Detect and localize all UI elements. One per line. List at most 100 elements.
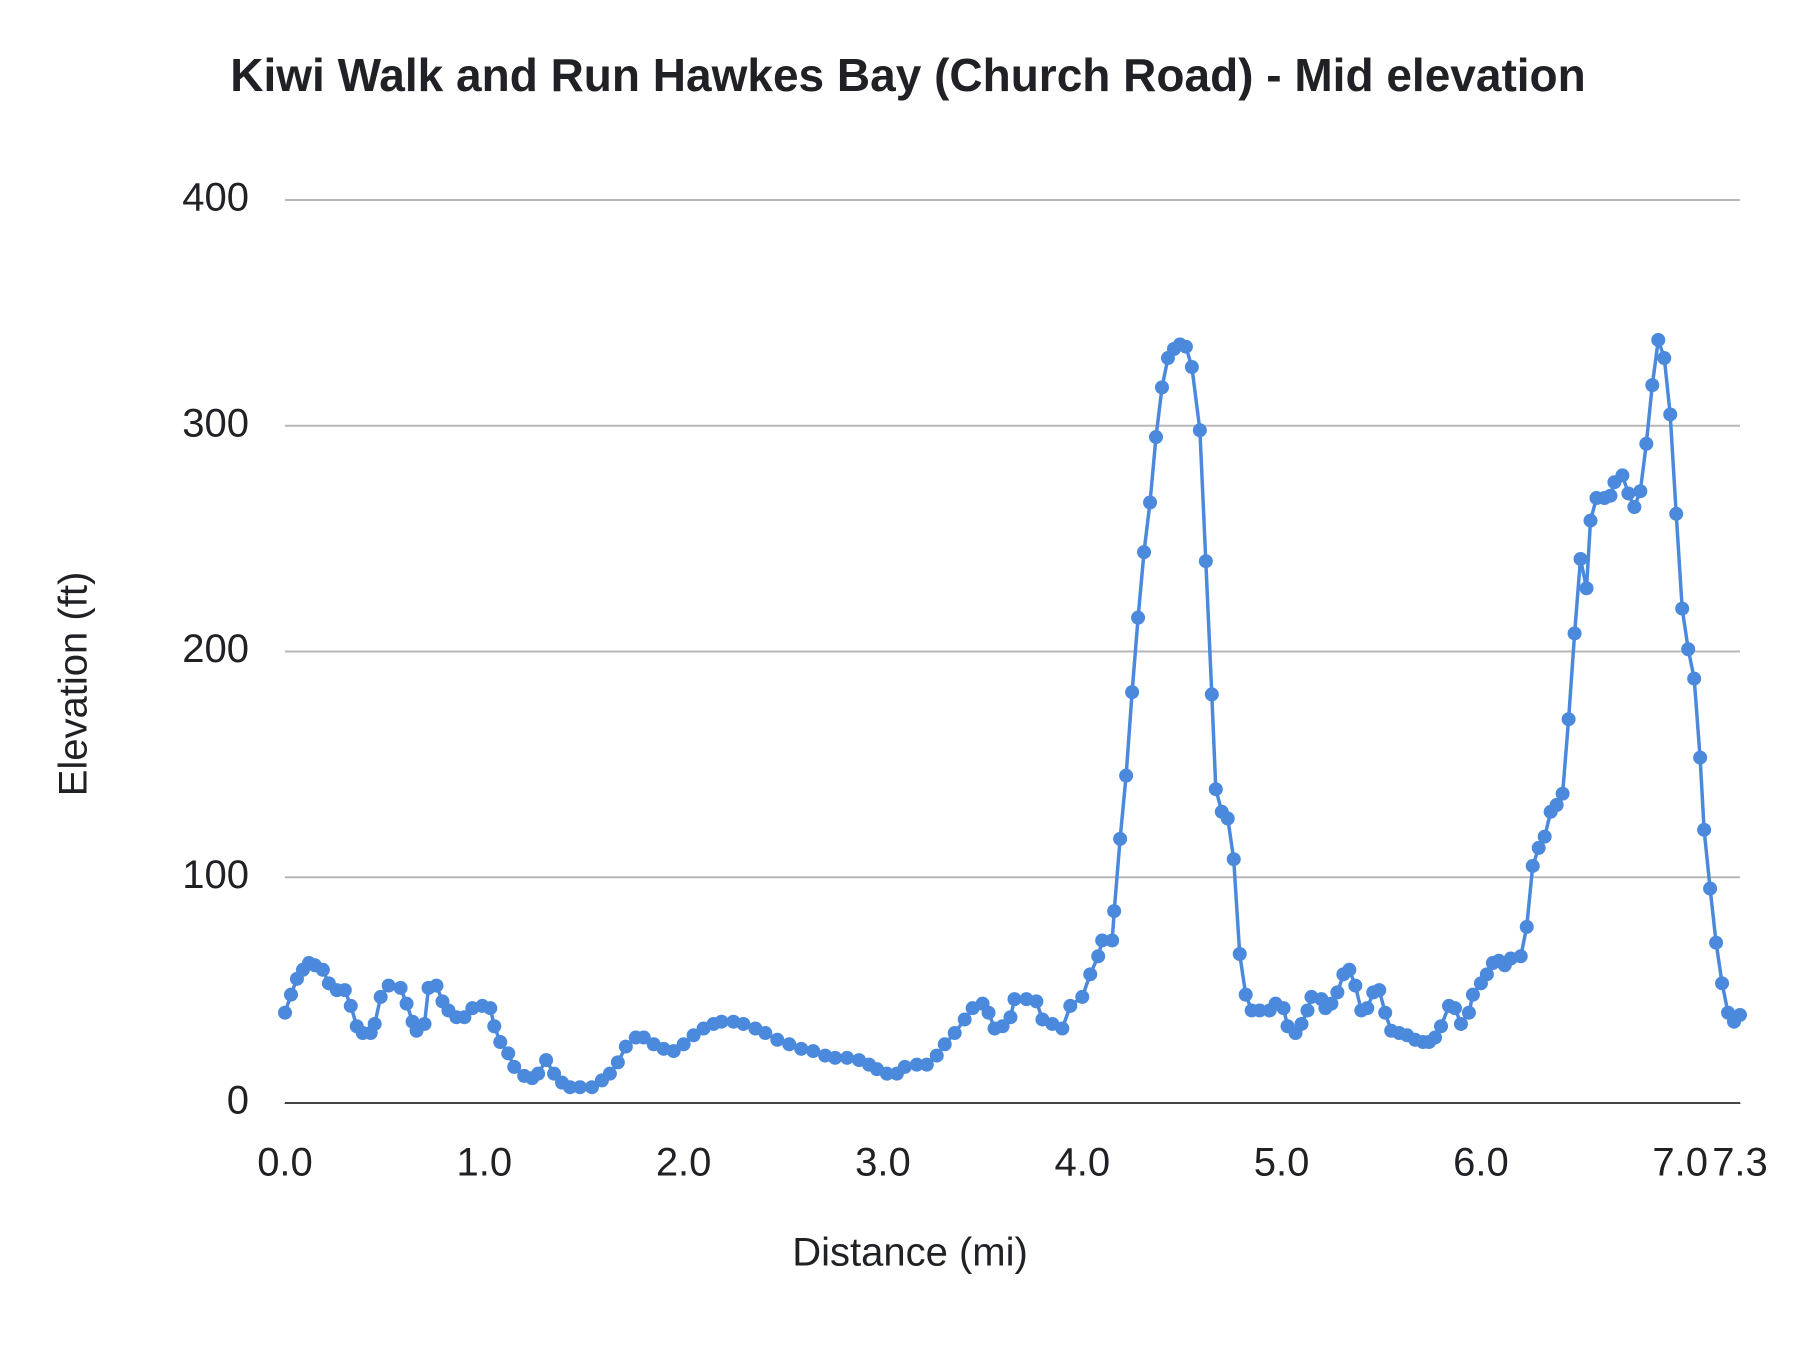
point xyxy=(957,1012,972,1027)
point xyxy=(1226,852,1241,867)
point xyxy=(1465,987,1480,1002)
point xyxy=(1615,468,1630,483)
point xyxy=(618,1039,633,1054)
point xyxy=(1549,798,1564,813)
point xyxy=(1633,484,1648,499)
point xyxy=(879,1066,894,1081)
point xyxy=(806,1044,821,1059)
point xyxy=(1003,1010,1018,1025)
x-tick-label: 2.0 xyxy=(656,1141,712,1185)
point xyxy=(1137,545,1152,560)
point xyxy=(1252,1003,1267,1018)
point xyxy=(1294,1016,1309,1031)
point xyxy=(1733,1007,1747,1022)
point xyxy=(1324,996,1339,1011)
point xyxy=(1669,506,1684,521)
point xyxy=(1220,811,1235,826)
point xyxy=(1447,1001,1462,1016)
x-tick-label: 3.0 xyxy=(855,1141,911,1185)
point xyxy=(929,1048,944,1063)
point xyxy=(1561,712,1576,727)
y-tick-label: 100 xyxy=(182,853,249,897)
point xyxy=(676,1037,691,1052)
point xyxy=(1192,423,1207,438)
point xyxy=(1651,332,1666,347)
point xyxy=(1531,840,1546,855)
x-tick-label: 5.0 xyxy=(1254,1141,1310,1185)
point xyxy=(1573,551,1588,566)
point xyxy=(1372,983,1387,998)
point xyxy=(539,1053,554,1068)
point xyxy=(947,1026,962,1041)
y-tick-label: 0 xyxy=(227,1079,249,1123)
point xyxy=(1519,919,1534,934)
point xyxy=(897,1059,912,1074)
point xyxy=(1154,380,1169,395)
point xyxy=(1107,904,1122,919)
point xyxy=(417,1016,432,1031)
point xyxy=(1663,407,1678,422)
x-axis-title: Distance (mi) xyxy=(792,1231,1028,1275)
y-tick-label: 200 xyxy=(182,627,249,671)
point xyxy=(1579,581,1594,596)
point xyxy=(1627,500,1642,515)
point xyxy=(531,1066,546,1081)
point xyxy=(457,1010,472,1025)
point xyxy=(315,962,330,977)
point xyxy=(1208,782,1223,797)
point xyxy=(909,1057,924,1072)
point xyxy=(1330,985,1345,1000)
point xyxy=(343,998,358,1013)
point xyxy=(393,980,408,995)
point xyxy=(1645,378,1660,393)
point xyxy=(1091,949,1106,964)
point xyxy=(1238,987,1253,1002)
point xyxy=(337,983,352,998)
x-tick-label: 1.0 xyxy=(457,1141,513,1185)
point xyxy=(399,996,414,1011)
chart-title: Kiwi Walk and Run Hawkes Bay (Church Roa… xyxy=(230,49,1586,101)
point xyxy=(636,1030,651,1045)
point xyxy=(1083,967,1098,982)
point xyxy=(1583,513,1598,528)
point xyxy=(1342,962,1357,977)
point xyxy=(794,1041,809,1056)
point xyxy=(572,1080,587,1095)
point xyxy=(1461,1005,1476,1020)
point xyxy=(1378,1005,1393,1020)
point xyxy=(429,978,444,993)
point xyxy=(493,1035,508,1050)
point xyxy=(367,1016,382,1031)
point xyxy=(483,1001,498,1016)
x-tick-label: 6.0 xyxy=(1453,1141,1509,1185)
point xyxy=(1428,1030,1443,1045)
point xyxy=(610,1055,625,1070)
point xyxy=(1555,786,1570,801)
point xyxy=(283,987,298,1002)
point xyxy=(373,989,388,1004)
point xyxy=(937,1037,952,1052)
point xyxy=(1075,989,1090,1004)
point xyxy=(1603,488,1618,503)
y-tick-label: 400 xyxy=(182,176,249,220)
point xyxy=(501,1046,516,1061)
point xyxy=(1095,933,1110,948)
point xyxy=(995,1019,1010,1034)
point xyxy=(1204,687,1219,702)
point xyxy=(1119,768,1134,783)
y-axis-title: Elevation (ft) xyxy=(52,572,96,797)
point xyxy=(1125,685,1140,700)
point xyxy=(1621,486,1636,501)
point xyxy=(1567,626,1582,641)
point xyxy=(1360,1001,1375,1016)
x-tick-label: 7.3 xyxy=(1712,1141,1768,1185)
point xyxy=(782,1037,797,1052)
point xyxy=(1675,601,1690,616)
point xyxy=(828,1050,843,1065)
point xyxy=(563,1080,578,1095)
point xyxy=(278,1005,292,1020)
point xyxy=(1113,831,1128,846)
point xyxy=(840,1050,855,1065)
